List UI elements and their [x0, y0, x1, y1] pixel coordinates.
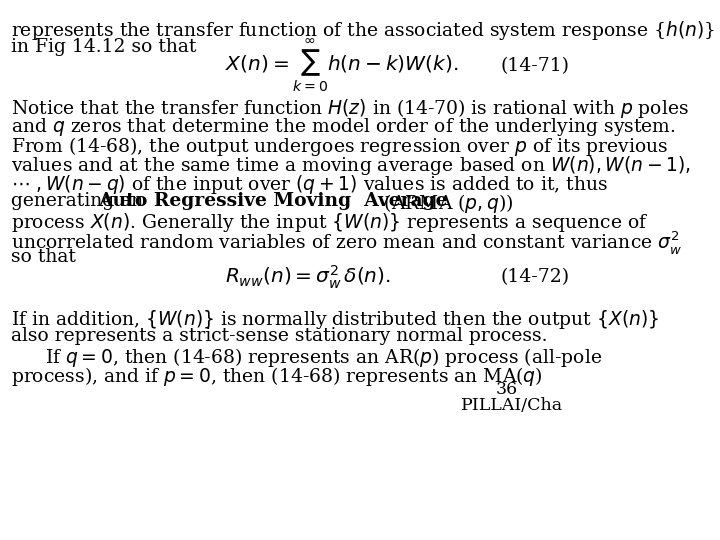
Text: 36: 36: [495, 381, 518, 397]
Text: $\cdots$ $,W(n-q)$ of the input over $(q + 1)$ values is added to it, thus: $\cdots$ $,W(n-q)$ of the input over $(q…: [12, 173, 608, 196]
Text: in Fig 14.12 so that: in Fig 14.12 so that: [12, 38, 197, 56]
Text: (ARMA ($p, q$)): (ARMA ($p, q$)): [378, 192, 514, 215]
Text: values and at the same time a moving average based on $W(n), W(n-1),$: values and at the same time a moving ave…: [12, 154, 691, 177]
Text: $R_{ww}(n) = \sigma_w^2\,\delta(n).$: $R_{ww}(n) = \sigma_w^2\,\delta(n).$: [225, 264, 391, 291]
Text: also represents a strict-sense stationary normal process.: also represents a strict-sense stationar…: [12, 327, 548, 345]
Text: From (14-68), the output undergoes regression over $p$ of its previous: From (14-68), the output undergoes regre…: [12, 135, 669, 158]
Text: If $q = 0$, then (14-68) represents an AR($p$) process (all-pole: If $q = 0$, then (14-68) represents an A…: [45, 346, 602, 369]
Text: and $q$ zeros that determine the model order of the underlying system.: and $q$ zeros that determine the model o…: [12, 116, 676, 138]
Text: If in addition, $\{W(n)\}$ is normally distributed then the output $\{X(n)\}$: If in addition, $\{W(n)\}$ is normally d…: [12, 308, 660, 331]
Text: Auto Regressive Moving  Average: Auto Regressive Moving Average: [99, 192, 448, 210]
Text: process $X(n)$. Generally the input $\{W(n)\}$ represents a sequence of: process $X(n)$. Generally the input $\{W…: [12, 211, 649, 234]
Text: Notice that the transfer function $H(z)$ in (14-70) is rational with $p$ poles: Notice that the transfer function $H(z)$…: [12, 97, 689, 120]
Text: so that: so that: [12, 248, 76, 266]
Text: (14-72): (14-72): [501, 268, 570, 286]
Text: uncorrelated random variables of zero mean and constant variance $\sigma_w^2$: uncorrelated random variables of zero me…: [12, 230, 683, 256]
Text: process), and if $p = 0$, then (14-68) represents an MA($q$): process), and if $p = 0$, then (14-68) r…: [12, 364, 543, 388]
Text: $X(n) = \sum_{k=0}^{\infty} h(n-k)W(k).$: $X(n) = \sum_{k=0}^{\infty} h(n-k)W(k).$: [225, 38, 459, 94]
Text: generating an: generating an: [12, 192, 149, 210]
Text: represents the transfer function of the associated system response {$h(n)$}: represents the transfer function of the …: [12, 19, 715, 42]
Text: (14-71): (14-71): [501, 57, 570, 75]
Text: PILLAI/Cha: PILLAI/Cha: [462, 397, 564, 414]
